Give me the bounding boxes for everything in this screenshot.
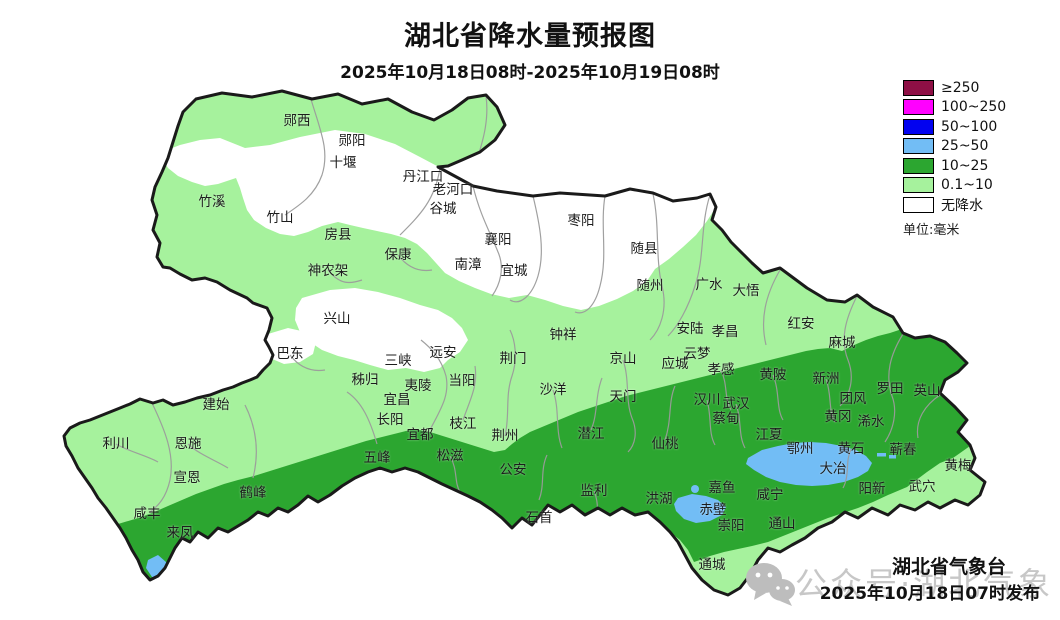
legend-swatch xyxy=(903,157,934,174)
legend-row: 50~100 xyxy=(903,117,1006,137)
legend-swatch xyxy=(903,177,934,194)
forecast-period: 2025年10月18日08时-2025年10月19日08时 xyxy=(340,63,720,83)
region-heavy-rain-chibi xyxy=(674,494,726,523)
region-no-rain-north xyxy=(162,130,716,310)
region-heavy-rain-daye xyxy=(746,442,872,486)
legend-row: 无降水 xyxy=(903,195,1006,215)
region-no-rain-xingshan xyxy=(295,288,468,372)
province-border xyxy=(62,89,987,597)
issuing-agency: 湖北省气象台 xyxy=(891,556,1006,578)
watermark-text: 公众号·湖北气象 xyxy=(795,565,1054,603)
legend-label: ≥250 xyxy=(941,79,980,96)
legend-swatch xyxy=(903,138,934,155)
legend-swatch xyxy=(903,99,934,116)
legend-rows: ≥250 100~250 50~100 25~50 10~25 0.1~10 无降水 xyxy=(903,78,1006,215)
legend: ≥250 100~250 50~100 25~50 10~25 0.1~10 无降水 单位:… xyxy=(903,78,1006,238)
legend-label: 25~50 xyxy=(941,138,989,155)
legend-label: 50~100 xyxy=(941,118,998,135)
region-heavy-rain-qichun-2 xyxy=(889,455,896,459)
legend-unit: 单位:毫米 xyxy=(903,222,960,238)
legend-swatch xyxy=(903,118,934,135)
legend-label: 无降水 xyxy=(941,197,983,214)
legend-row: 100~250 xyxy=(903,98,1006,118)
legend-label: 10~25 xyxy=(941,157,989,174)
legend-row: 10~25 xyxy=(903,156,1006,176)
legend-label: 0.1~10 xyxy=(941,177,993,194)
legend-row: ≥250 xyxy=(903,78,1006,98)
page-title: 湖北省降水量预报图 xyxy=(404,21,656,52)
region-moderate-rain-band xyxy=(118,326,970,580)
region-no-rain-badong xyxy=(262,328,316,364)
legend-label: 100~250 xyxy=(941,99,1007,116)
legend-swatch xyxy=(903,196,934,213)
wechat-icon xyxy=(746,563,795,606)
legend-row: 25~50 xyxy=(903,137,1006,157)
region-heavy-rain-qichun-1 xyxy=(877,453,886,457)
issue-time: 2025年10月18日07时发布 xyxy=(819,584,1040,604)
legend-row: 0.1~10 xyxy=(903,176,1006,196)
region-heavy-rain-dot xyxy=(691,485,699,493)
legend-swatch xyxy=(903,79,934,96)
